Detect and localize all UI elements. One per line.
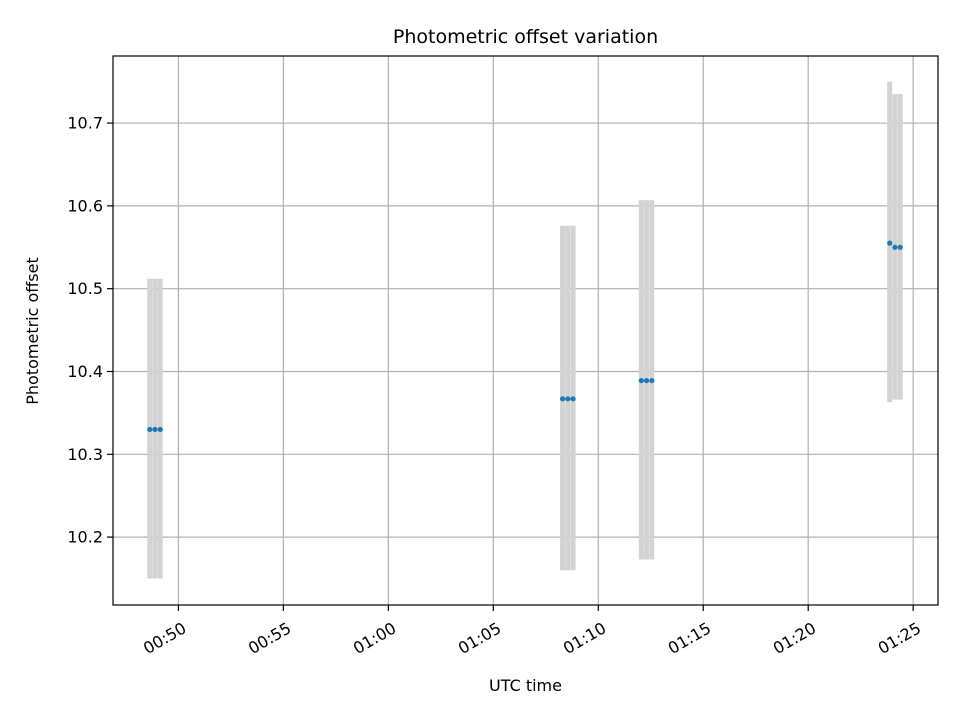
y-tick-label: 10.7 [67,114,103,133]
grid [113,56,938,605]
data-point [649,377,655,384]
axes-frame [112,55,939,606]
data-point [887,240,893,246]
y-tick-label: 10.5 [67,279,103,298]
data-point [147,426,153,433]
data-point [152,426,158,433]
y-tick-label: 10.6 [67,196,103,215]
y-tick-label: 10.4 [67,362,103,381]
y-tick-label: 10.3 [67,445,103,464]
y-axis: 10.2 10.3 10.4 10.5 10.6 10.7 [67,114,113,547]
data-point [565,396,571,402]
data-point [559,396,566,402]
y-tick-label: 10.2 [67,528,103,547]
data-point [638,377,644,384]
chart-title: Photometric offset variation [393,26,658,48]
data-point [570,396,576,402]
plot-area [112,55,939,606]
y-axis-label: Photometric offset [23,257,42,405]
data-point [157,426,163,433]
data-point [892,244,898,250]
data-point [643,377,650,384]
data-point [897,244,903,250]
markers [147,240,903,433]
x-axis-label: UTC time [489,676,562,695]
